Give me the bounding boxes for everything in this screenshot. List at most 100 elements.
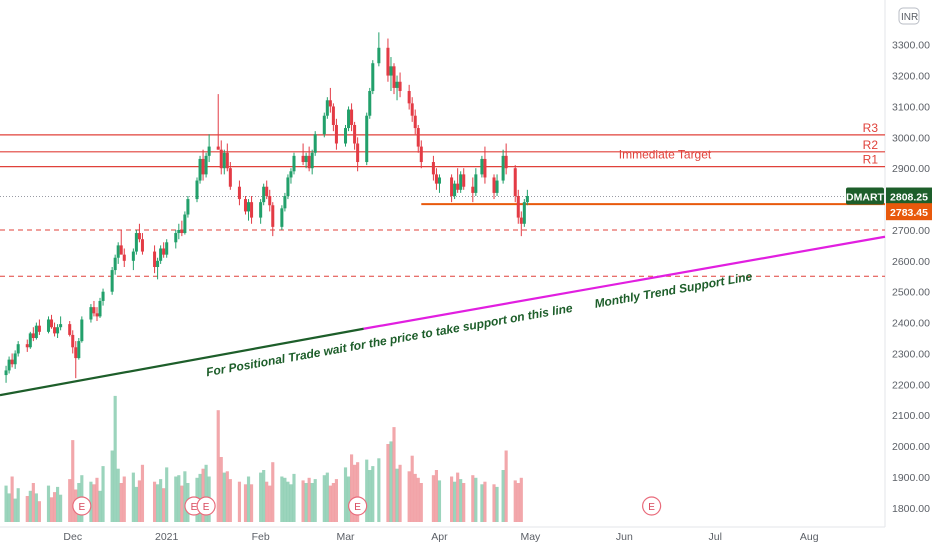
- candle-body: [371, 63, 375, 92]
- volume-bar: [162, 488, 166, 522]
- volume-bar: [95, 477, 99, 522]
- candle-body: [307, 155, 311, 169]
- volume-bar: [216, 410, 220, 522]
- candle-body: [377, 47, 381, 64]
- candle-body: [389, 66, 393, 76]
- candle-body: [456, 183, 460, 190]
- volume-bar: [419, 483, 423, 522]
- volume-bar: [434, 470, 439, 522]
- x-tick-label: Dec: [63, 531, 82, 543]
- volume-bar: [68, 479, 72, 522]
- currency-label: INR: [901, 12, 918, 23]
- candle-body: [225, 152, 229, 169]
- volume-bar: [13, 498, 17, 522]
- volume-bar: [71, 440, 75, 522]
- volume-bar: [356, 462, 360, 522]
- earnings-marker-label: E: [78, 502, 85, 513]
- volume-bar: [204, 464, 208, 522]
- volume-bar: [377, 458, 381, 522]
- volume-bar: [495, 486, 499, 522]
- candle-body: [513, 168, 517, 196]
- monthly-label: Monthly Trend Support Line: [593, 269, 753, 311]
- y-tick-label: 2000.00: [892, 441, 930, 453]
- volume-bar: [307, 477, 311, 522]
- candle-body: [268, 195, 272, 206]
- volume-bar: [201, 468, 205, 522]
- candle-body: [368, 91, 372, 116]
- candle-body: [480, 158, 484, 175]
- candlesticks: [4, 32, 529, 383]
- resistance-label: R2: [863, 138, 879, 152]
- y-tick-label: 2700.00: [892, 225, 930, 237]
- candle-body: [292, 155, 296, 172]
- price-axis[interactable]: 1800.00 1900.00 2000.00 2100.00 2200.00 2300.…: [892, 7, 930, 515]
- candle-body: [413, 115, 417, 129]
- candle-body: [289, 171, 293, 178]
- volume-bar: [92, 484, 96, 522]
- symbol-tag-label: DMART: [846, 192, 884, 204]
- y-tick-label: 3300.00: [892, 40, 930, 52]
- volume-bar: [313, 479, 317, 522]
- earnings-marker: [72, 496, 92, 516]
- volume-bar: [325, 472, 329, 522]
- candle-body: [395, 81, 399, 88]
- candle-body: [504, 155, 508, 169]
- volume-bar: [10, 476, 14, 522]
- volume-bar: [249, 484, 254, 522]
- earnings-marker-label: E: [203, 502, 210, 513]
- candle-body: [119, 245, 123, 255]
- candle-body: [201, 158, 205, 175]
- y-tick-label: 2900.00: [892, 163, 930, 175]
- x-tick-label: Feb: [252, 531, 270, 543]
- candle-body: [113, 257, 117, 271]
- earnings-marker-label: E: [191, 502, 198, 513]
- candle-body: [177, 229, 181, 234]
- candle-body: [116, 245, 120, 258]
- resistance-label: R1: [863, 153, 879, 167]
- candle-body: [165, 242, 169, 255]
- candle-body: [183, 214, 187, 234]
- last-price-tag: [886, 187, 932, 205]
- volume-bar: [183, 471, 187, 522]
- candle-body: [4, 370, 8, 376]
- candle-body: [162, 248, 166, 255]
- volume-bar: [328, 485, 332, 522]
- candle-body: [271, 205, 275, 227]
- volume-bars: [4, 395, 523, 522]
- candle-body: [37, 325, 41, 332]
- candle-body: [204, 155, 208, 175]
- x-tick-label: Jun: [616, 531, 633, 543]
- volume-bar: [165, 467, 169, 522]
- volume-bar: [395, 468, 399, 522]
- volume-bar: [156, 484, 160, 522]
- time-axis[interactable]: Dec 2021 Feb Mar Apr May Jun Jul Aug: [63, 531, 818, 543]
- candle-body: [301, 155, 305, 163]
- candle-body: [247, 202, 251, 212]
- volume-bar: [262, 470, 266, 522]
- candle-body: [419, 146, 423, 163]
- y-tick-label: 2100.00: [892, 410, 930, 422]
- candle-body: [328, 100, 332, 107]
- volume-bar: [49, 497, 54, 522]
- y-tick-label: 2300.00: [892, 348, 930, 360]
- earnings-marker: [642, 496, 662, 516]
- candle-body: [216, 146, 220, 150]
- level-price-tag: [886, 203, 932, 221]
- volume-bar: [140, 464, 145, 522]
- volume-bar: [280, 476, 284, 522]
- volume-bar: [398, 464, 402, 522]
- volume-bar: [371, 466, 375, 522]
- volume-bar: [389, 441, 393, 522]
- volume-bar: [237, 481, 242, 522]
- volume-bar: [513, 480, 517, 522]
- volume-bar: [392, 427, 396, 522]
- candle-body: [525, 195, 529, 203]
- candle-body: [59, 324, 63, 328]
- earnings-marker-label: E: [648, 502, 655, 513]
- resistance-label: R3: [863, 121, 879, 135]
- volume-bar: [450, 476, 454, 522]
- candle-body: [13, 353, 17, 365]
- volume-bar: [386, 444, 390, 522]
